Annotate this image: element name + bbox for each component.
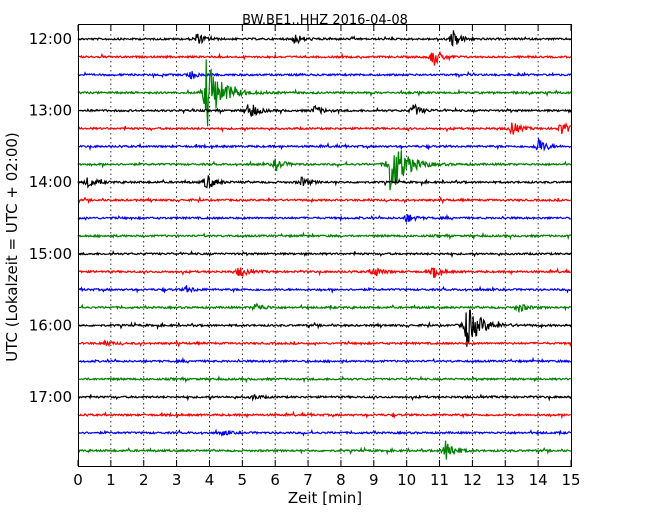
trace-14:15 [77,195,572,205]
trace-17:45 [77,440,572,460]
x-tick-label: 3 [172,471,182,489]
x-tick-label: 10 [397,471,416,489]
trace-14:45 [77,231,572,241]
y-tick-label: 14:00 [29,173,72,191]
x-tick-label: 14 [529,471,548,489]
plot-frame [78,24,572,467]
y-tick-label: 16:00 [29,316,72,334]
trace-12:30 [77,70,572,80]
y-tick-label: 15:00 [29,245,72,263]
trace-15:45 [77,302,572,313]
vertical-grid [110,25,539,466]
trace-13:45 [77,150,572,191]
x-tick-label: 7 [303,471,313,489]
y-tick-label: 12:00 [29,30,72,48]
trace-13:15 [77,121,572,135]
x-tick-label: 9 [369,471,379,489]
trace-12:45 [77,59,572,127]
trace-15:00 [77,250,572,259]
x-tick-label: 12 [463,471,482,489]
trace-14:00 [77,175,572,189]
y-tick-label: 13:00 [29,102,72,120]
trace-16:45 [77,375,572,384]
trace-15:30 [77,285,572,295]
y-axis-label: UTC (Lokalzeit = UTC + 02:00) [3,132,21,362]
x-tick-label: 4 [205,471,215,489]
seismic-traces [77,30,572,460]
trace-12:15 [77,50,572,66]
trace-13:00 [77,103,572,117]
x-tick-label: 11 [430,471,449,489]
trace-12:00 [77,30,572,47]
trace-17:15 [77,410,572,420]
y-tick-label: 17:00 [29,388,72,406]
x-tick-label: 15 [561,471,580,489]
trace-16:15 [77,339,572,348]
x-tick-label: 13 [496,471,515,489]
y-axis-ticks: 12:00 13:00 14:00 15:00 16:00 17:00 [29,30,571,406]
x-tick-label: 0 [73,471,83,489]
trace-17:30 [77,428,572,437]
x-axis-label: Zeit [min] [288,489,362,507]
x-tick-label: 6 [270,471,280,489]
trace-13:30 [77,136,572,152]
x-axis-ticks: 0 1 2 3 4 5 6 7 8 9 10 11 12 13 14 15 [73,25,581,489]
trace-16:00 [77,309,572,347]
chart-title: BW.BE1..HHZ 2016-04-08 [242,13,408,28]
x-tick-label: 5 [238,471,248,489]
x-tick-label: 2 [139,471,149,489]
x-tick-label: 8 [336,471,346,489]
trace-17:00 [77,393,572,402]
trace-15:15 [77,267,572,279]
trace-14:30 [77,213,572,224]
trace-16:30 [77,356,572,365]
x-tick-label: 1 [106,471,116,489]
